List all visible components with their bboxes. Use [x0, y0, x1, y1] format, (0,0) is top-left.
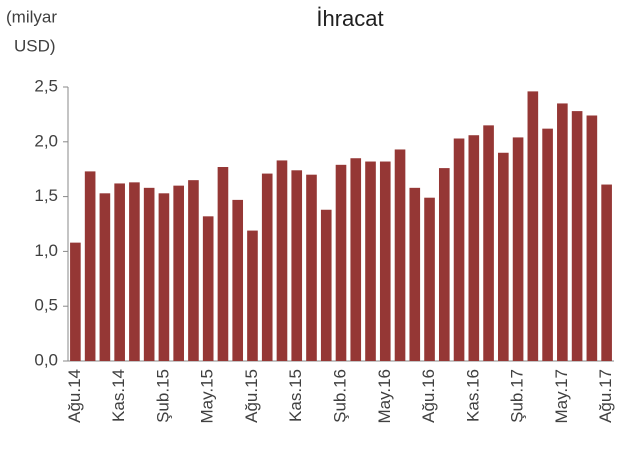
- x-tick-label: Şub.17: [508, 369, 527, 423]
- bar: [571, 111, 583, 361]
- bar: [217, 167, 229, 361]
- bar: [542, 128, 553, 361]
- x-tick-label: Şub.16: [330, 369, 349, 423]
- y-tick-label: 0,5: [34, 296, 58, 315]
- bar: [557, 103, 568, 361]
- x-tick-label: Kas.14: [109, 369, 128, 422]
- bar: [247, 230, 258, 361]
- bar: [527, 91, 539, 361]
- y-tick-label: 0,0: [34, 350, 58, 369]
- bar: [424, 197, 435, 361]
- y-tick-label: 2,5: [34, 76, 58, 95]
- bar: [99, 193, 111, 361]
- bar: [512, 137, 524, 361]
- bar: [483, 125, 494, 361]
- x-tick-label: Kas.15: [286, 369, 305, 422]
- x-tick-label: Ağu.16: [419, 369, 438, 423]
- bar: [202, 216, 214, 361]
- x-tick-label: Şub.15: [153, 369, 172, 423]
- bar: [173, 185, 184, 361]
- bar: [409, 187, 421, 361]
- y-axis-label: USD): [14, 36, 56, 55]
- bar: [276, 160, 288, 361]
- bar: [586, 115, 598, 361]
- bar: [232, 199, 244, 361]
- bar: [291, 170, 303, 361]
- y-tick-label: 1,5: [34, 186, 58, 205]
- bar: [129, 182, 140, 361]
- chart-title: İhracat: [316, 6, 383, 31]
- bar: [306, 174, 317, 361]
- x-tick-label: Kas.16: [463, 369, 482, 422]
- x-tick-label: Ağu.15: [242, 369, 261, 423]
- x-tick-label: May.17: [552, 369, 571, 424]
- bar: [453, 138, 465, 361]
- x-tick-label: May.15: [198, 369, 217, 424]
- bar: [320, 209, 332, 361]
- bar: [394, 149, 406, 361]
- y-axis-label: (milyar: [6, 7, 57, 26]
- bar: [188, 180, 199, 361]
- bar: [114, 183, 125, 361]
- bar: [84, 171, 96, 361]
- bar: [438, 168, 450, 361]
- bar: [350, 158, 362, 361]
- bar: [70, 242, 81, 361]
- bar: [468, 135, 480, 361]
- bar: [601, 184, 612, 361]
- bar: [498, 152, 509, 361]
- bar: [379, 161, 391, 361]
- y-tick-label: 2,0: [34, 131, 58, 150]
- bar: [158, 193, 170, 361]
- bar: [335, 164, 347, 361]
- x-tick-label: May.16: [375, 369, 394, 424]
- x-tick-label: Ağu.14: [65, 369, 84, 423]
- y-tick-label: 1,0: [34, 241, 58, 260]
- bar: [365, 161, 376, 361]
- bar: [261, 173, 273, 361]
- bar: [143, 187, 155, 361]
- x-tick-label: Ağu.17: [596, 369, 615, 423]
